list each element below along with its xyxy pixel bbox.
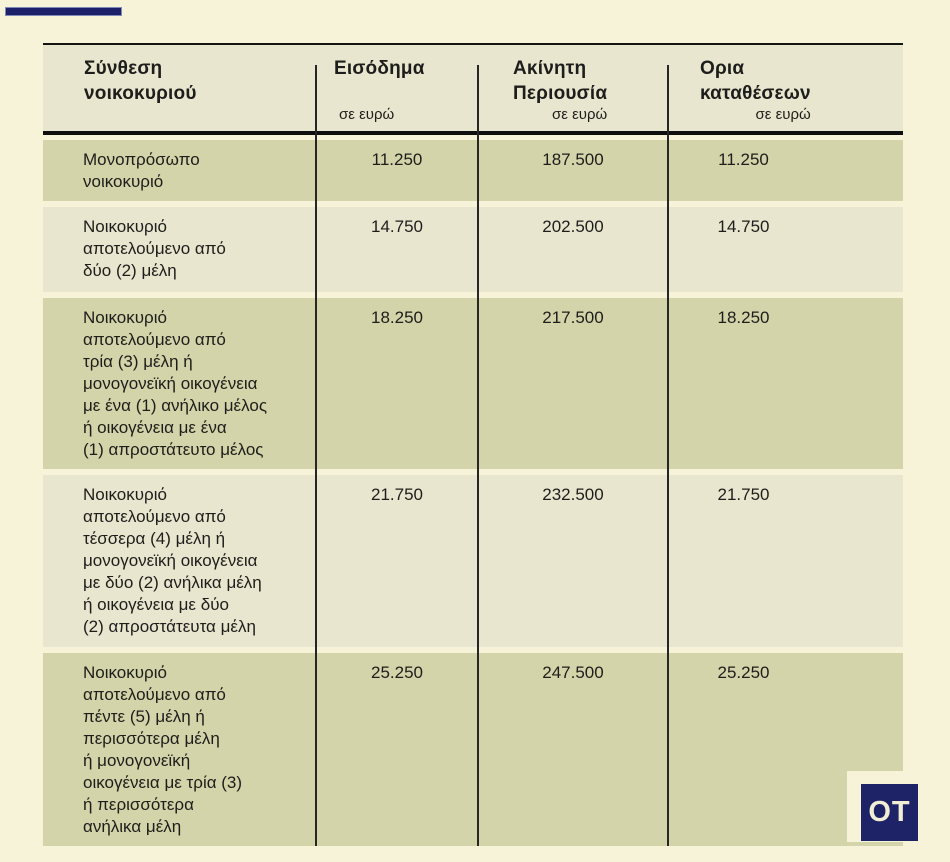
header-title: Εισόδημα [334, 58, 425, 79]
table-row: Μονοπρόσωπο νοικοκυριό 11.250 187.500 11… [43, 140, 903, 201]
eligibility-limits-table: Σύνθεση νοικοκυριού Εισόδημα σε ευρώ Ακί… [43, 43, 903, 846]
header-title: Σύνθεση νοικοκυριού [84, 58, 197, 104]
household-label: Νοικοκυριό αποτελούμενο από δύο (2) μέλη [83, 217, 226, 280]
table-row: Νοικοκυριό αποτελούμενο από τρία (3) μέλ… [43, 298, 903, 469]
ot-logo: OT [861, 784, 918, 841]
table-row: Νοικοκυριό αποτελούμενο από τέσσερα (4) … [43, 475, 903, 647]
header-subtitle: σε ευρώ [339, 106, 395, 123]
property-value: 202.500 [542, 217, 604, 236]
property-value: 187.500 [542, 150, 604, 169]
header-deposits: Ορια καταθέσεων σε ευρώ [668, 45, 903, 131]
column-divider [667, 65, 669, 846]
column-divider [477, 65, 479, 846]
household-label: Νοικοκυριό αποτελούμενο από τρία (3) μέλ… [83, 308, 268, 459]
deposits-value: 21.750 [717, 485, 770, 504]
income-value: 25.250 [371, 663, 423, 682]
property-value: 217.500 [542, 308, 604, 327]
property-value: 247.500 [542, 663, 604, 682]
table-header-row: Σύνθεση νοικοκυριού Εισόδημα σε ευρώ Ακί… [43, 43, 903, 135]
header-property: Ακίνητη Περιουσία σε ευρώ [478, 45, 668, 131]
deposits-value: 11.250 [718, 150, 769, 169]
household-label: Νοικοκυριό αποτελούμενο από τέσσερα (4) … [83, 485, 262, 636]
property-value: 232.500 [542, 485, 604, 504]
income-value: 11.250 [371, 150, 423, 169]
header-title: Ακίνητη Περιουσία [513, 58, 608, 104]
header-subtitle: σε ευρώ [755, 106, 811, 123]
brand-bar [5, 7, 122, 16]
header-title: Ορια καταθέσεων [700, 58, 811, 104]
income-value: 21.750 [371, 485, 423, 504]
ot-logo-text: OT [868, 796, 911, 828]
header-household: Σύνθεση νοικοκυριού [43, 45, 316, 131]
household-label: Νοικοκυριό αποτελούμενο από πέντε (5) μέ… [83, 663, 243, 836]
column-divider [315, 65, 317, 846]
table-row: Νοικοκυριό αποτελούμενο από δύο (2) μέλη… [43, 207, 903, 292]
household-label: Μονοπρόσωπο νοικοκυριό [83, 150, 200, 191]
deposits-value: 18.250 [717, 308, 770, 327]
income-value: 14.750 [371, 217, 423, 236]
deposits-value: 14.750 [717, 217, 770, 236]
deposits-value: 25.250 [717, 663, 770, 682]
header-subtitle: σε ευρώ [551, 106, 608, 123]
income-value: 18.250 [371, 308, 423, 327]
table-row: Νοικοκυριό αποτελούμενο από πέντε (5) μέ… [43, 653, 903, 846]
header-income: Εισόδημα σε ευρώ [316, 45, 478, 131]
